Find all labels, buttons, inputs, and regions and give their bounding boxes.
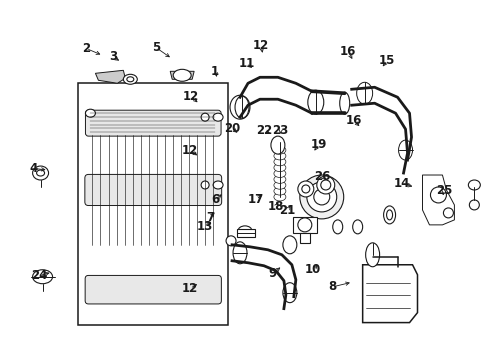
Ellipse shape bbox=[37, 170, 44, 176]
Ellipse shape bbox=[398, 140, 412, 160]
Ellipse shape bbox=[123, 74, 137, 84]
Ellipse shape bbox=[273, 175, 285, 183]
Text: 7: 7 bbox=[206, 211, 214, 224]
Text: 9: 9 bbox=[268, 267, 276, 280]
Ellipse shape bbox=[238, 226, 251, 236]
Text: 12: 12 bbox=[182, 144, 198, 157]
Text: 21: 21 bbox=[279, 204, 295, 217]
Ellipse shape bbox=[173, 69, 191, 81]
Text: 12: 12 bbox=[252, 39, 269, 51]
Ellipse shape bbox=[316, 176, 334, 194]
Polygon shape bbox=[170, 71, 194, 79]
Ellipse shape bbox=[299, 175, 343, 219]
Ellipse shape bbox=[235, 96, 248, 118]
Text: 20: 20 bbox=[223, 122, 240, 135]
Text: 26: 26 bbox=[314, 170, 330, 183]
Bar bbox=[78, 83, 227, 325]
Text: 3: 3 bbox=[108, 50, 117, 63]
Ellipse shape bbox=[320, 180, 330, 190]
Ellipse shape bbox=[273, 187, 285, 195]
FancyBboxPatch shape bbox=[85, 275, 221, 304]
Ellipse shape bbox=[356, 82, 372, 104]
Text: 16: 16 bbox=[339, 45, 355, 58]
Text: 22: 22 bbox=[255, 124, 272, 137]
Ellipse shape bbox=[126, 77, 134, 82]
Ellipse shape bbox=[429, 187, 446, 203]
Ellipse shape bbox=[229, 95, 249, 119]
Text: 17: 17 bbox=[247, 193, 264, 206]
Ellipse shape bbox=[233, 242, 246, 264]
Ellipse shape bbox=[273, 164, 285, 172]
Text: 6: 6 bbox=[211, 193, 219, 206]
Text: 14: 14 bbox=[392, 177, 409, 190]
Text: 23: 23 bbox=[272, 124, 288, 137]
Ellipse shape bbox=[85, 109, 95, 117]
Ellipse shape bbox=[273, 158, 285, 166]
Ellipse shape bbox=[225, 236, 236, 246]
Ellipse shape bbox=[383, 206, 395, 224]
Ellipse shape bbox=[273, 170, 285, 177]
Ellipse shape bbox=[273, 152, 285, 160]
Ellipse shape bbox=[201, 113, 209, 121]
FancyBboxPatch shape bbox=[85, 174, 221, 206]
Text: 12: 12 bbox=[183, 90, 199, 103]
Text: 24: 24 bbox=[31, 269, 48, 282]
Ellipse shape bbox=[297, 218, 311, 232]
Text: 13: 13 bbox=[196, 220, 212, 233]
Ellipse shape bbox=[339, 92, 349, 114]
Ellipse shape bbox=[273, 181, 285, 189]
Text: 10: 10 bbox=[304, 263, 320, 276]
Ellipse shape bbox=[301, 185, 309, 193]
Ellipse shape bbox=[332, 220, 342, 234]
Ellipse shape bbox=[468, 200, 478, 210]
Ellipse shape bbox=[443, 208, 452, 218]
Text: 8: 8 bbox=[327, 280, 336, 293]
Text: 12: 12 bbox=[182, 282, 198, 295]
Text: 11: 11 bbox=[238, 57, 254, 70]
Ellipse shape bbox=[468, 180, 479, 190]
Bar bbox=[299, 233, 309, 243]
Text: 16: 16 bbox=[345, 114, 361, 127]
Ellipse shape bbox=[306, 182, 336, 212]
Bar bbox=[237, 229, 254, 237]
Ellipse shape bbox=[213, 113, 223, 121]
Text: 2: 2 bbox=[82, 42, 90, 55]
Text: 5: 5 bbox=[151, 41, 160, 54]
Ellipse shape bbox=[273, 193, 285, 201]
Ellipse shape bbox=[33, 166, 48, 180]
Ellipse shape bbox=[313, 189, 329, 205]
Ellipse shape bbox=[386, 210, 392, 220]
Text: 19: 19 bbox=[310, 138, 326, 151]
Ellipse shape bbox=[270, 136, 285, 154]
Ellipse shape bbox=[297, 181, 313, 197]
Text: 18: 18 bbox=[267, 201, 284, 213]
Polygon shape bbox=[95, 70, 125, 83]
Ellipse shape bbox=[33, 270, 52, 284]
Ellipse shape bbox=[307, 90, 323, 114]
Bar bbox=[292, 217, 316, 233]
Ellipse shape bbox=[273, 146, 285, 154]
Text: 4: 4 bbox=[30, 162, 38, 175]
Text: 15: 15 bbox=[378, 54, 394, 67]
Polygon shape bbox=[422, 175, 453, 225]
Text: 25: 25 bbox=[435, 184, 452, 197]
Ellipse shape bbox=[283, 283, 296, 303]
Ellipse shape bbox=[213, 181, 223, 189]
Ellipse shape bbox=[352, 220, 362, 234]
FancyBboxPatch shape bbox=[85, 110, 221, 136]
Ellipse shape bbox=[283, 236, 296, 254]
Text: 1: 1 bbox=[211, 65, 219, 78]
Ellipse shape bbox=[201, 181, 209, 189]
Polygon shape bbox=[362, 265, 417, 323]
Ellipse shape bbox=[365, 243, 379, 267]
